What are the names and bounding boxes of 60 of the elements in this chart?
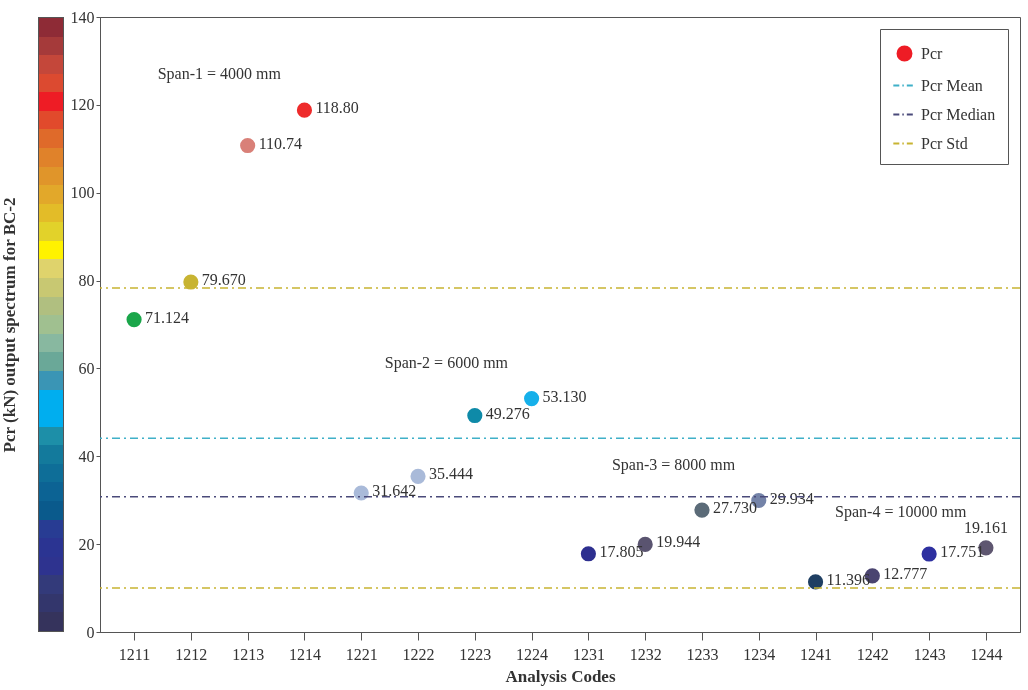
x-tick-label: 1231 xyxy=(572,645,605,663)
legend-label: Pcr Std xyxy=(921,134,968,152)
data-label: 19.944 xyxy=(656,533,701,551)
y-tick-label: 40 xyxy=(78,447,95,465)
x-tick-label: 1244 xyxy=(970,645,1003,663)
x-tick-label: 1214 xyxy=(288,645,321,663)
y-tick-label: 80 xyxy=(78,272,95,290)
annotation: Span-1 = 4000 mm xyxy=(157,65,282,84)
data-label: 17.751 xyxy=(940,543,985,561)
point xyxy=(183,274,199,290)
point xyxy=(410,468,426,484)
data-label: 118.80 xyxy=(315,99,359,117)
x-tick-label: 1232 xyxy=(629,645,662,663)
point xyxy=(580,546,596,562)
x-tick-label: 1223 xyxy=(459,645,492,663)
y-tick-label: 120 xyxy=(70,96,95,114)
x-tick-label: 1212 xyxy=(175,645,208,663)
data-label: 17.805 xyxy=(599,542,644,560)
y-tick-label: 100 xyxy=(70,184,95,202)
data-label: 35.444 xyxy=(429,465,474,483)
y-tick-label: 60 xyxy=(78,359,95,377)
data-label: 12.777 xyxy=(883,564,928,582)
point xyxy=(694,502,710,518)
data-label: 53.130 xyxy=(542,387,587,405)
legend-label: Pcr xyxy=(921,44,943,62)
x-tick-label: 1234 xyxy=(743,645,776,663)
point xyxy=(524,391,540,407)
x-tick-label: 1221 xyxy=(345,645,378,663)
data-label: 71.124 xyxy=(145,308,190,326)
x-tick-label: 1242 xyxy=(856,645,889,663)
point xyxy=(921,546,937,562)
x-tick-label: 1211 xyxy=(118,645,151,663)
legend-label: Pcr Median xyxy=(921,105,996,123)
data-label: 49.276 xyxy=(485,404,530,422)
annotation: Span-4 = 10000 mm xyxy=(835,502,967,521)
point xyxy=(353,485,369,501)
y-tick-label: 0 xyxy=(86,623,95,641)
y-tick-label: 140 xyxy=(70,8,95,26)
x-tick-label: 1241 xyxy=(800,645,833,663)
y-axis-title: Pcr (kN) output spectrum for BC-2 xyxy=(0,197,19,453)
y-tick-label: 20 xyxy=(78,535,95,553)
point xyxy=(807,574,824,590)
x-axis-title: Analysis Codes xyxy=(505,666,616,686)
legend-label: Pcr Mean xyxy=(921,76,983,94)
annotation: Span-3 = 8000 mm xyxy=(611,455,736,474)
data-label: 31.642 xyxy=(372,482,417,499)
point xyxy=(467,407,483,424)
x-tick-label: 1213 xyxy=(232,645,265,663)
x-tick-label: 1233 xyxy=(686,645,719,663)
annotation: Span-2 = 6000 mm xyxy=(384,353,509,372)
x-tick-label: 1224 xyxy=(516,645,549,663)
point xyxy=(240,137,256,154)
data-label: 27.730 xyxy=(712,499,757,517)
x-tick-label: 1243 xyxy=(913,645,946,663)
point xyxy=(126,311,142,328)
data-label: 110.74 xyxy=(258,134,303,152)
data-label: 19.161 xyxy=(963,518,1008,536)
point xyxy=(296,102,313,118)
data-label: 79.670 xyxy=(201,271,246,289)
x-tick-label: 1222 xyxy=(402,645,435,663)
